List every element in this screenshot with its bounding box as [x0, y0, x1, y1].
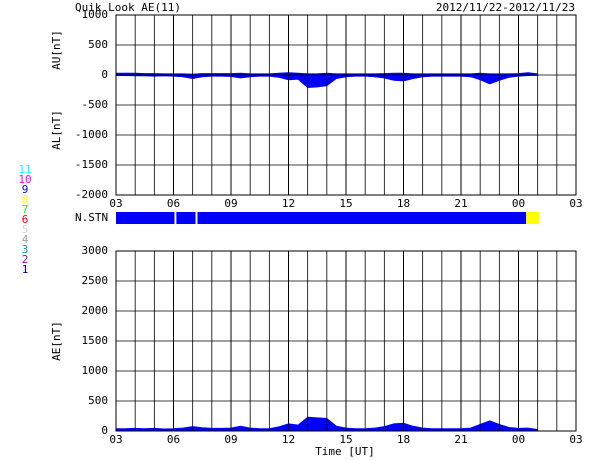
- station-legend: 9: [22, 183, 29, 196]
- station-legend: 6: [22, 213, 29, 226]
- x-tick-label: 21: [454, 433, 467, 446]
- x-tick-label: 18: [397, 197, 410, 210]
- y-tick-label: 1000: [82, 8, 109, 21]
- y-tick-label: 2500: [82, 274, 109, 287]
- date-range: 2012/11/22-2012/11/23: [436, 1, 575, 14]
- station-legend: 11: [18, 163, 31, 176]
- station-segment: [116, 212, 175, 224]
- station-legend: 2: [22, 253, 29, 266]
- y-tick-label: 3000: [82, 244, 109, 257]
- station-segment: [176, 212, 196, 224]
- y-tick-label: 1000: [82, 364, 109, 377]
- station-legend: 8: [22, 193, 29, 206]
- y-tick-label: 500: [88, 38, 108, 51]
- x-tick-label: 00: [512, 197, 525, 210]
- station-legend: 4: [22, 233, 29, 246]
- y-tick-label: -500: [82, 98, 109, 111]
- y-tick-label: 500: [88, 394, 108, 407]
- chart-title: Quik Look AE(11): [75, 1, 181, 14]
- x-tick-label: 15: [339, 197, 352, 210]
- x-axis-label: Time [UT]: [315, 445, 375, 458]
- x-tick-label: 09: [224, 197, 237, 210]
- x-tick-label: 18: [397, 433, 410, 446]
- x-tick-label: 06: [167, 433, 180, 446]
- plot-frame: [115, 14, 577, 196]
- x-tick-label: 06: [167, 197, 180, 210]
- x-tick-label: 03: [569, 433, 582, 446]
- station-legend: 5: [22, 223, 29, 236]
- y-tick-label: 2000: [82, 304, 109, 317]
- x-tick-label: 15: [339, 433, 352, 446]
- y-axis-label: AL[nT]: [50, 110, 63, 150]
- x-tick-label: 00: [512, 433, 525, 446]
- plot-frame: [115, 250, 577, 432]
- y-tick-label: -1500: [75, 158, 108, 171]
- y-tick-label: 1500: [82, 334, 109, 347]
- x-tick-label: 03: [569, 197, 582, 210]
- station-segment: [197, 212, 527, 224]
- y-tick-label: -1000: [75, 128, 108, 141]
- x-tick-label: 12: [282, 197, 295, 210]
- x-tick-label: 09: [224, 433, 237, 446]
- station-legend: 7: [22, 203, 29, 216]
- y-axis-label: AU[nT]: [50, 30, 63, 70]
- x-tick-label: 21: [454, 197, 467, 210]
- station-legend: 3: [22, 243, 29, 256]
- y-axis-label: AE[nT]: [50, 321, 63, 361]
- y-tick-label: -2000: [75, 188, 108, 201]
- y-tick-label: 0: [101, 424, 108, 437]
- station-segment: [526, 212, 540, 224]
- station-legend: 1: [22, 263, 29, 276]
- y-tick-label: 0: [101, 68, 108, 81]
- x-tick-label: 03: [109, 197, 122, 210]
- x-tick-label: 12: [282, 433, 295, 446]
- x-tick-label: 03: [109, 433, 122, 446]
- nstn-label: N.STN: [75, 211, 108, 224]
- station-legend: 10: [18, 173, 31, 186]
